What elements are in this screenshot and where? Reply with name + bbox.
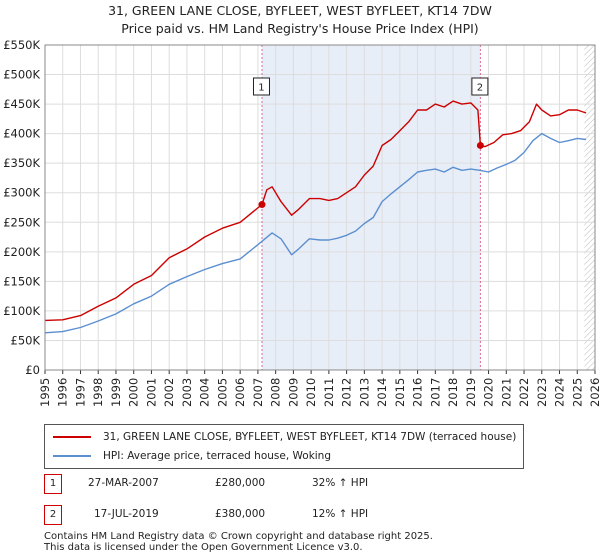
x-tick-label: 2020 [482, 378, 496, 407]
footer-copyright: Contains HM Land Registry data © Crown c… [44, 531, 433, 542]
x-tick-label: 2003 [180, 378, 194, 407]
series-line-hpi [44, 132, 587, 334]
transaction-number: 1 [44, 474, 62, 494]
transaction-price: £380,000 [215, 508, 266, 520]
transaction-price: £280,000 [215, 477, 266, 489]
transaction-row: 1 27-MAR-2007 £280,000 32% ↑ HPI [44, 474, 564, 494]
x-tick-label: 1998 [91, 378, 105, 407]
shaded-ownership-period [261, 45, 481, 370]
x-tick-label: 2013 [357, 378, 371, 407]
x-tick-label: 2007 [251, 378, 265, 407]
y-tick-label: £50K [11, 333, 41, 347]
x-tick-label: 2011 [322, 378, 336, 407]
transaction-date: 27-MAR-2007 [88, 477, 159, 489]
x-tick-label: 2022 [517, 378, 531, 407]
plot-frame [44, 44, 596, 371]
transaction-date: 17-JUL-2019 [94, 508, 159, 520]
x-tick-label: 2004 [198, 378, 212, 407]
legend-label-hpi: HPI: Average price, terraced house, Woki… [103, 450, 332, 462]
transaction-row: 2 17-JUL-2019 £380,000 12% ↑ HPI [44, 505, 564, 525]
x-tick-label: 2000 [127, 378, 141, 407]
legend-swatch-blue [53, 455, 91, 457]
series-line-property [44, 100, 587, 322]
price-chart: 1 2 £0 £50K £100K £150K £200K £250K £300K £350K £4… [3, 38, 600, 407]
legend-swatch-red [53, 436, 91, 438]
x-tick-label: 1999 [109, 378, 123, 407]
x-tick-label: 2012 [340, 378, 354, 407]
y-tick-label: £500K [3, 68, 40, 82]
legend: 31, GREEN LANE CLOSE, BYFLEET, WEST BYFL… [44, 424, 524, 469]
x-tick-label: 1995 [38, 378, 52, 407]
chart-subtitle: Price paid vs. HM Land Registry's House … [121, 21, 479, 36]
legend-label-property: 31, GREEN LANE CLOSE, BYFLEET, WEST BYFL… [103, 431, 517, 443]
y-tick-label: £0 [25, 363, 40, 377]
sale-label-box [252, 77, 270, 96]
x-tick-label: 2019 [464, 378, 478, 407]
x-tick-label: 2015 [393, 378, 407, 407]
x-tick-label: 1997 [73, 378, 87, 407]
footer: Contains HM Land Registry data © Crown c… [44, 531, 433, 553]
y-tick-label: £350K [3, 156, 40, 170]
y-tick-label: £300K [3, 186, 40, 200]
x-tick-label: 2005 [215, 378, 229, 407]
y-tick-label: £200K [3, 245, 40, 259]
y-tick-label: £450K [3, 97, 40, 111]
x-tick-label: 2023 [535, 378, 549, 407]
chart-title: 31, GREEN LANE CLOSE, BYFLEET, WEST BYFL… [108, 3, 492, 18]
legend-item-property: 31, GREEN LANE CLOSE, BYFLEET, WEST BYFL… [53, 429, 516, 445]
footer-license: This data is licensed under the Open Gov… [44, 542, 363, 553]
sale-label: 1 [258, 83, 264, 94]
y-tick-label: £100K [3, 304, 40, 318]
transaction-hpi: 12% ↑ HPI [312, 508, 369, 520]
x-tick-label: 2002 [162, 378, 176, 407]
x-tick-label: 2025 [570, 378, 584, 407]
x-tick-label: 2001 [144, 378, 158, 407]
y-tick-label: £150K [3, 274, 40, 288]
x-tick-label: 2006 [233, 378, 247, 407]
x-tick-label: 2026 [588, 378, 600, 407]
hatched-forecast-region [584, 45, 595, 370]
sale-point [258, 201, 266, 209]
y-tick-label: £250K [3, 215, 40, 229]
x-tick-label: 2016 [411, 378, 425, 407]
x-tick-label: 1996 [56, 378, 70, 407]
x-tick-label: 2008 [269, 378, 283, 407]
x-tick-label: 2017 [428, 378, 442, 407]
x-tick-label: 2021 [499, 378, 513, 407]
x-tick-label: 2009 [286, 378, 300, 407]
transaction-hpi: 32% ↑ HPI [312, 477, 369, 489]
sale-label: 2 [477, 83, 483, 94]
y-tick-label: £550K [3, 38, 40, 52]
x-tick-label: 2024 [553, 378, 567, 407]
transaction-number: 2 [44, 505, 62, 525]
y-tick-label: £400K [3, 127, 40, 141]
sale-point [476, 141, 484, 149]
x-tick-label: 2010 [304, 378, 318, 407]
sale-label-box [471, 77, 489, 96]
x-tick-label: 2014 [375, 378, 389, 407]
x-tick-label: 2018 [446, 378, 460, 407]
legend-item-hpi: HPI: Average price, terraced house, Woki… [53, 448, 331, 464]
